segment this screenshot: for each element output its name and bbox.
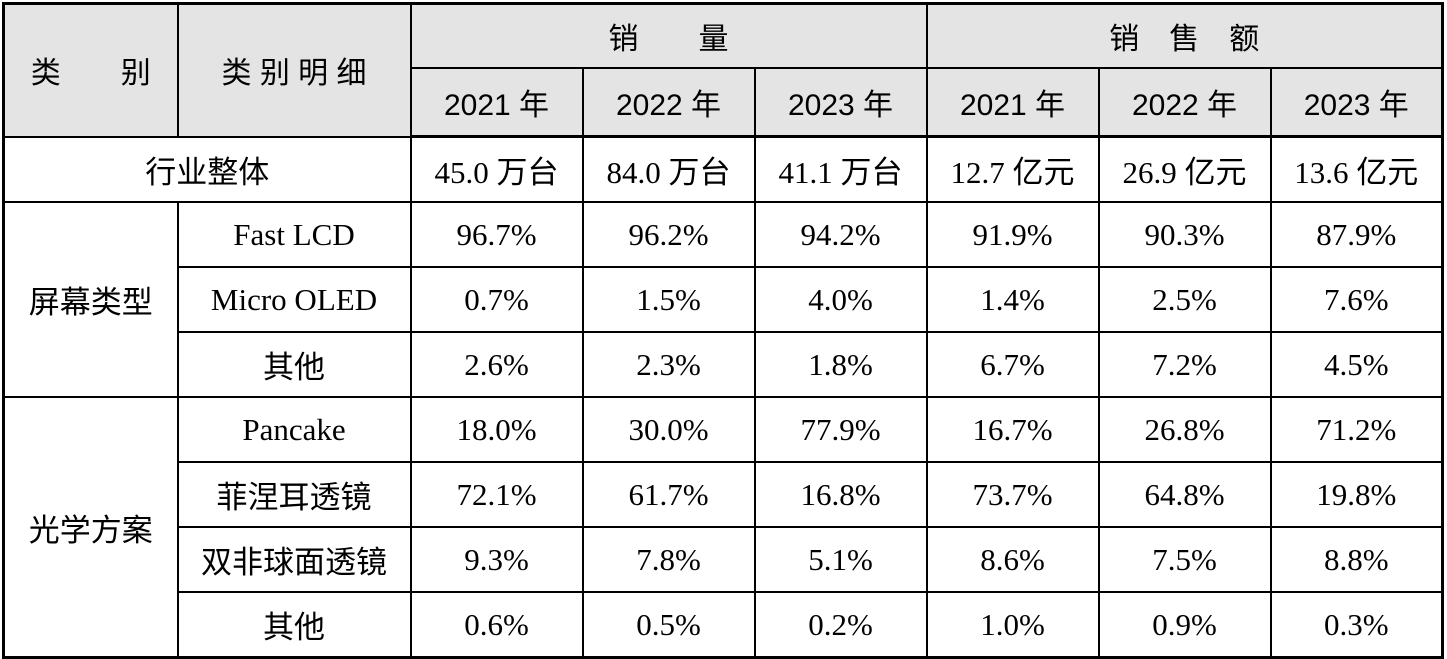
row-label-fresnel-lens: 菲涅耳透镜: [176, 461, 412, 528]
value-cell: 16.7%: [925, 396, 1100, 463]
value-cell: 87.9%: [1269, 201, 1444, 268]
value-cell: 2.5%: [1097, 266, 1272, 333]
value-cell: 71.2%: [1269, 396, 1444, 463]
header-sales-revenue: 销 售 额: [925, 2, 1444, 69]
header-year-revenue-2021: 2021 年: [925, 67, 1100, 138]
value-cell: 19.8%: [1269, 461, 1444, 528]
value-cell: 8.8%: [1269, 526, 1444, 593]
value-cell: 2.3%: [581, 331, 756, 398]
value-cell: 84.0 万台: [581, 135, 756, 203]
value-cell: 77.9%: [753, 396, 928, 463]
value-cell: 73.7%: [925, 461, 1100, 528]
value-cell: 96.7%: [409, 201, 584, 268]
value-cell: 7.2%: [1097, 331, 1272, 398]
value-cell: 0.9%: [1097, 591, 1272, 659]
value-cell: 4.5%: [1269, 331, 1444, 398]
value-cell: 16.8%: [753, 461, 928, 528]
header-category-detail: 类 别 明 细: [176, 2, 412, 138]
value-cell: 7.6%: [1269, 266, 1444, 333]
table-row-screen-other: 其他 2.6% 2.3% 1.8% 6.7% 7.2% 4.5%: [4, 331, 1444, 398]
header-year-volume-2022: 2022 年: [581, 67, 756, 138]
table-row-industry-overall: 行业整体 45.0 万台 84.0 万台 41.1 万台 12.7 亿元 26.…: [2, 135, 1444, 203]
header-year-volume-2023: 2023 年: [753, 67, 928, 138]
header-sales-volume: 销 量: [409, 2, 928, 69]
value-cell: 72.1%: [409, 461, 584, 528]
header-year-revenue-2023: 2023 年: [1269, 67, 1444, 138]
group-label-optical-solution: 光学方案: [2, 396, 179, 659]
value-cell: 41.1 万台: [753, 135, 928, 203]
header-category: 类 别: [2, 2, 179, 138]
value-cell: 91.9%: [925, 201, 1100, 268]
value-cell: 26.9 亿元: [1097, 135, 1272, 203]
value-cell: 0.5%: [581, 591, 756, 659]
value-cell: 7.5%: [1097, 526, 1272, 593]
value-cell: 0.3%: [1269, 591, 1444, 659]
value-cell: 94.2%: [753, 201, 928, 268]
value-cell: 64.8%: [1097, 461, 1272, 528]
header-year-revenue-2022: 2022 年: [1097, 67, 1272, 138]
table-row-optical-other: 其他 0.6% 0.5% 0.2% 1.0% 0.9% 0.3%: [4, 591, 1444, 659]
group-label-screen-type: 屏幕类型: [2, 201, 179, 398]
table-row-fresnel-lens: 菲涅耳透镜 72.1% 61.7% 16.8% 73.7% 64.8% 19.8…: [4, 461, 1444, 528]
table-row-pancake: 光学方案 Pancake 18.0% 30.0% 77.9% 16.7% 26.…: [2, 396, 1444, 659]
value-cell: 8.6%: [925, 526, 1100, 593]
value-cell: 1.4%: [925, 266, 1100, 333]
value-cell: 7.8%: [581, 526, 756, 593]
value-cell: 0.6%: [409, 591, 584, 659]
value-cell: 9.3%: [409, 526, 584, 593]
row-label-industry-overall: 行业整体: [2, 135, 412, 203]
value-cell: 5.1%: [753, 526, 928, 593]
value-cell: 96.2%: [581, 201, 756, 268]
value-cell: 2.6%: [409, 331, 584, 398]
value-cell: 18.0%: [409, 396, 584, 463]
row-label-fast-lcd: Fast LCD: [176, 201, 412, 268]
header-row-groups: 类 别 类 别 明 细 销 量 销 售 额: [2, 2, 1444, 138]
row-label-aspheric-lens: 双非球面透镜: [176, 526, 412, 593]
value-cell: 13.6 亿元: [1269, 135, 1444, 203]
value-cell: 6.7%: [925, 331, 1100, 398]
row-label-pancake: Pancake: [176, 396, 412, 463]
value-cell: 1.8%: [753, 331, 928, 398]
value-cell: 1.0%: [925, 591, 1100, 659]
value-cell: 45.0 万台: [409, 135, 584, 203]
header-year-volume-2021: 2021 年: [409, 67, 584, 138]
row-label-screen-other: 其他: [176, 331, 412, 398]
value-cell: 90.3%: [1097, 201, 1272, 268]
value-cell: 12.7 亿元: [925, 135, 1100, 203]
value-cell: 30.0%: [581, 396, 756, 463]
table-row-fast-lcd: 屏幕类型 Fast LCD 96.7% 96.2% 94.2% 91.9% 90…: [2, 201, 1444, 398]
value-cell: 1.5%: [581, 266, 756, 333]
value-cell: 61.7%: [581, 461, 756, 528]
table-row-aspheric-lens: 双非球面透镜 9.3% 7.8% 5.1% 8.6% 7.5% 8.8%: [4, 526, 1444, 593]
value-cell: 4.0%: [753, 266, 928, 333]
row-label-micro-oled: Micro OLED: [176, 266, 412, 333]
table-row-micro-oled: Micro OLED 0.7% 1.5% 4.0% 1.4% 2.5% 7.6%: [4, 266, 1444, 333]
value-cell: 0.7%: [409, 266, 584, 333]
value-cell: 0.2%: [753, 591, 928, 659]
value-cell: 26.8%: [1097, 396, 1272, 463]
row-label-optical-other: 其他: [176, 591, 412, 659]
header-row-years: 2021 年 2022 年 2023 年 2021 年 2022 年 2023 …: [4, 67, 1444, 138]
